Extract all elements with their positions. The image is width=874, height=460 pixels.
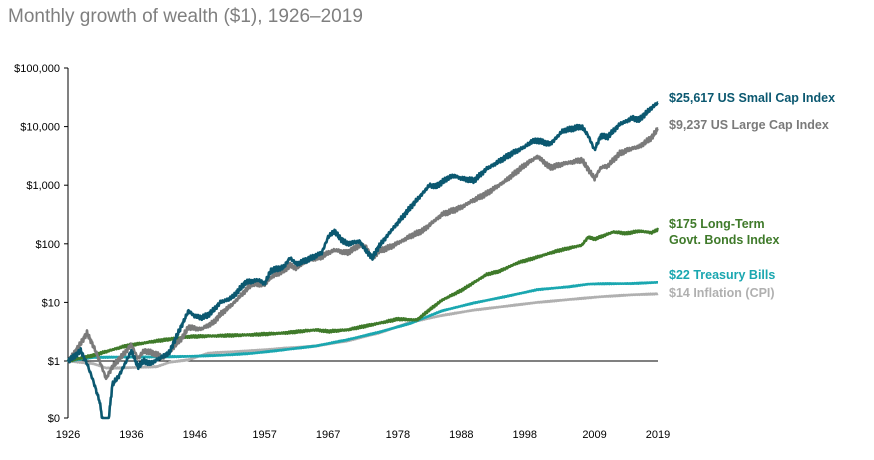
y-tick-label: $10 xyxy=(42,297,60,309)
series-labels: $25,617 US Small Cap Index $9,237 US Larg… xyxy=(669,91,835,300)
y-tick-label: $0 xyxy=(48,413,60,425)
x-tick-label: 1936 xyxy=(119,429,143,441)
series-end-label-line: $22 Treasury Bills xyxy=(669,268,775,282)
x-tick-label: 2009 xyxy=(582,429,606,441)
series-end-label-line: $14 Inflation (CPI) xyxy=(669,286,775,300)
x-tick-label: 1926 xyxy=(56,429,80,441)
series-end-label: $25,617 US Small Cap Index xyxy=(669,91,835,105)
y-tick-label: $100 xyxy=(36,239,60,251)
chart-title: Monthly growth of wealth ($1), 1926–2019 xyxy=(8,6,363,27)
x-tick-label: 1998 xyxy=(513,429,537,441)
y-tick-label: $1 xyxy=(48,356,60,368)
y-tick-label: $1,000 xyxy=(26,180,60,192)
x-tick-label: 1957 xyxy=(252,429,276,441)
x-tick-label: 1946 xyxy=(183,429,207,441)
y-tick-label: $10,000 xyxy=(20,122,60,134)
series-end-label: $14 Inflation (CPI) xyxy=(669,286,775,300)
series-end-label-line: $175 Long-Term xyxy=(669,217,765,231)
series-end-label-line: $9,237 US Large Cap Index xyxy=(669,118,829,132)
series-end-label-line: $25,617 US Small Cap Index xyxy=(669,91,835,105)
x-tick-label: 2019 xyxy=(646,429,670,441)
series-line-treasury-bills xyxy=(67,281,659,363)
series-lines xyxy=(66,101,659,420)
axes: $100,000 $10,000 $1,000 $100 $10 $1 $0 1926 1936… xyxy=(14,63,670,441)
series-end-label: $175 Long-Term Govt. Bonds Index xyxy=(669,217,779,247)
series-line-us-small-cap-index xyxy=(66,101,659,420)
y-tick-label: $100,000 xyxy=(14,63,60,75)
series-end-label: $22 Treasury Bills xyxy=(669,268,775,282)
x-tick-label: 1988 xyxy=(449,429,473,441)
series-end-label: $9,237 US Large Cap Index xyxy=(669,118,829,132)
series-end-label-line: Govt. Bonds Index xyxy=(669,233,779,247)
x-tick-label: 1967 xyxy=(316,429,340,441)
series-line-long-term-govt-bonds-index xyxy=(66,227,659,363)
x-tick-label: 1978 xyxy=(386,429,410,441)
